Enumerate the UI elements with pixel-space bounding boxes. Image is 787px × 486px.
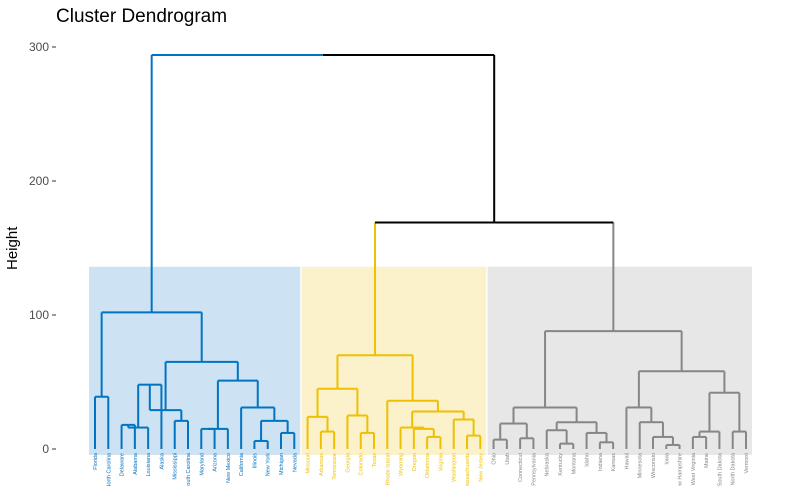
leaf-label: Wisconsin	[651, 453, 657, 478]
y-tick-label-0: 0	[42, 442, 49, 456]
leaf-label: Massachusetts	[465, 453, 471, 486]
leaf-label: Missouri	[306, 453, 312, 473]
leaf-label: Vermont	[744, 453, 750, 474]
leaf-label: Delaware	[120, 453, 126, 476]
y-tick-label-200: 200	[29, 174, 49, 188]
leaf-label: South Carolina	[186, 452, 192, 486]
leaf-label: Ohio	[492, 453, 498, 465]
leaf-label: Nebraska	[545, 452, 551, 476]
leaf-label: South Dakota	[717, 452, 723, 486]
y-tick-label-300: 300	[29, 40, 49, 54]
leaf-label: Alaska	[159, 452, 165, 469]
leaf-label: Kansas	[611, 453, 617, 472]
leaf-label: Connecticut	[518, 453, 524, 483]
cluster-2-rectangle	[301, 266, 487, 455]
leaf-label: Kentucky	[558, 453, 564, 476]
leaf-label: Oregon	[412, 453, 418, 471]
leaf-label: New Mexico	[226, 453, 232, 483]
leaf-label: West Virginia	[691, 452, 697, 485]
y-axis: 0 100 200 300	[29, 40, 56, 456]
leaf-label: Florida	[93, 452, 99, 470]
leaf-label: Washington	[452, 453, 458, 482]
leaf-label: Illinois	[252, 453, 258, 469]
leaf-label: Utah	[505, 453, 511, 465]
leaf-label: North Carolina	[106, 452, 112, 486]
leaf-label: Iowa	[664, 452, 670, 465]
cluster-1-rectangle	[89, 266, 301, 455]
chart-title: Cluster Dendrogram	[56, 6, 228, 27]
cluster-3-rectangle	[487, 266, 752, 455]
leaf-label: Indiana	[598, 452, 604, 471]
leaf-label: New Hampshire	[678, 453, 684, 486]
leaf-label: Pennsylvania	[531, 452, 537, 486]
leaf-label: Virginia	[438, 452, 444, 471]
leaf-label: Maryland	[199, 453, 205, 476]
leaf-label: North Dakota	[731, 452, 737, 485]
cluster-rectangles	[89, 266, 752, 455]
leaf-label: Colorado	[359, 453, 365, 475]
leaf-label: Maine	[704, 453, 710, 468]
leaf-label: Nevada	[292, 452, 298, 472]
leaf-label: Georgia	[345, 452, 351, 473]
leaf-label: Minnesota	[638, 452, 644, 478]
leaf-label: Tennessee	[332, 453, 338, 480]
leaf-label: Texas	[372, 453, 378, 468]
leaf-label: Oklahoma	[425, 452, 431, 478]
leaf-label: Idaho	[585, 453, 591, 467]
leaf-label: Alabama	[133, 452, 139, 475]
leaf-labels: Florida North Carolina Delaware Alabama Loui…	[93, 452, 750, 486]
leaf-label: Arkansas	[319, 453, 325, 476]
dendrogram-links	[94, 54, 747, 449]
leaf-label: New Jersey	[478, 453, 484, 482]
leaf-label: California	[239, 452, 245, 476]
leaf-label: Hawaii	[624, 453, 630, 470]
leaf-label: Rhode Island	[385, 453, 391, 485]
leaf-label: Wyoming	[399, 453, 405, 476]
leaf-label: New York	[266, 453, 272, 476]
leaf-label: Mississippi	[173, 453, 179, 480]
leaf-label: Louisiana	[146, 452, 152, 476]
leaf-label: Michigan	[279, 453, 285, 475]
leaf-label: Montana	[571, 452, 577, 474]
leaf-label: Arizona	[213, 452, 219, 472]
y-tick-label-100: 100	[29, 308, 49, 322]
